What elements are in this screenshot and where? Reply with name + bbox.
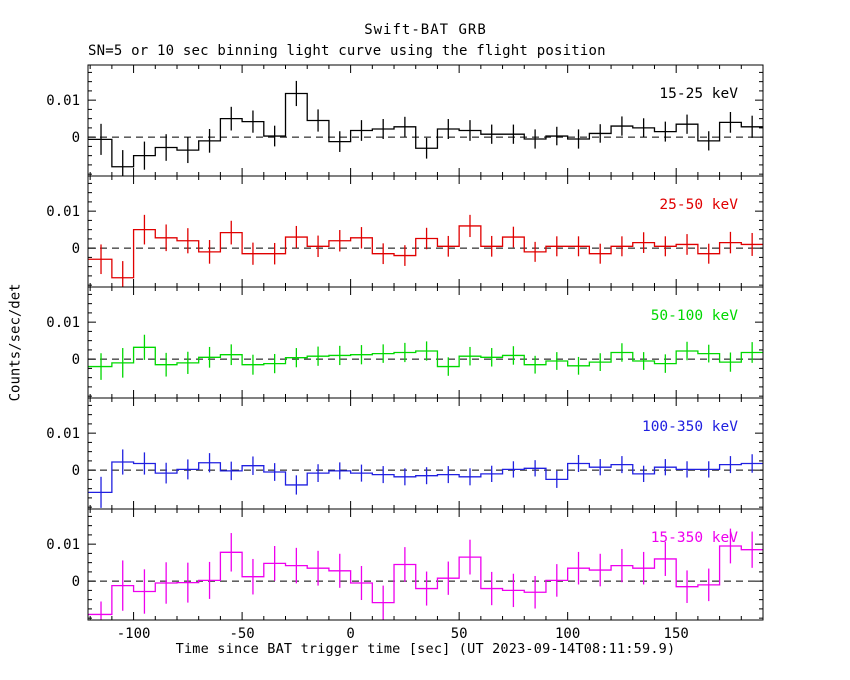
- figure-subtitle: SN=5 or 10 sec binning light curve using…: [88, 43, 606, 59]
- y-tick-label: 0: [72, 352, 80, 368]
- y-tick-label: 0.01: [46, 537, 80, 553]
- series-label: 25-50 keV: [659, 197, 738, 213]
- step-line: [88, 346, 763, 368]
- panel-border: [87, 286, 764, 399]
- panel-border: [87, 397, 764, 510]
- x-tick-label: 0: [346, 626, 354, 642]
- y-tick-label: 0.01: [46, 204, 80, 220]
- series-label: 15-350 keV: [651, 530, 739, 546]
- step-line: [88, 461, 763, 493]
- error-bars: [100, 214, 753, 287]
- panel-ticks-1: [88, 176, 763, 287]
- panel-border: [87, 175, 764, 288]
- panel-series-3: [88, 449, 763, 508]
- error-bars: [100, 80, 753, 176]
- panel-series-4: [88, 528, 763, 620]
- step-line: [88, 225, 763, 279]
- x-axis-title: Time since BAT trigger time [sec] (UT 20…: [175, 641, 676, 657]
- y-tick-label: 0.01: [46, 93, 80, 109]
- panel-ticks-4: [88, 509, 763, 620]
- panel-ticks-0: [88, 65, 763, 176]
- x-tick-label: 50: [451, 626, 468, 642]
- y-tick-label: 0: [72, 574, 80, 590]
- panel-series-0: [88, 80, 763, 176]
- y-tick-label: 0.01: [46, 426, 80, 442]
- figure-title: Swift-BAT GRB: [364, 22, 487, 38]
- x-tick-label: 150: [664, 626, 689, 642]
- panel-border: [87, 508, 764, 621]
- y-tick-label: 0: [72, 463, 80, 479]
- y-tick-label: 0: [72, 241, 80, 257]
- step-line: [88, 92, 763, 168]
- x-tick-label: -100: [117, 626, 151, 642]
- y-tick-label: 0.01: [46, 315, 80, 331]
- error-bars: [100, 449, 753, 508]
- series-label: 50-100 keV: [651, 308, 739, 324]
- x-tick-label: 100: [555, 626, 580, 642]
- error-bars: [100, 334, 753, 380]
- y-axis-title: Counts/sec/det: [7, 283, 24, 402]
- panel-ticks-3: [88, 398, 763, 509]
- panel-series-2: [88, 334, 763, 380]
- series-label: 100-350 keV: [642, 419, 738, 435]
- panel-series-1: [88, 214, 763, 287]
- series-label: 15-25 keV: [659, 86, 738, 102]
- panel-border: [87, 64, 764, 177]
- y-tick-label: 0: [72, 130, 80, 146]
- panel-ticks-2: [88, 287, 763, 398]
- error-bars: [100, 528, 753, 620]
- step-line: [88, 545, 763, 616]
- x-tick-label: -50: [229, 626, 254, 642]
